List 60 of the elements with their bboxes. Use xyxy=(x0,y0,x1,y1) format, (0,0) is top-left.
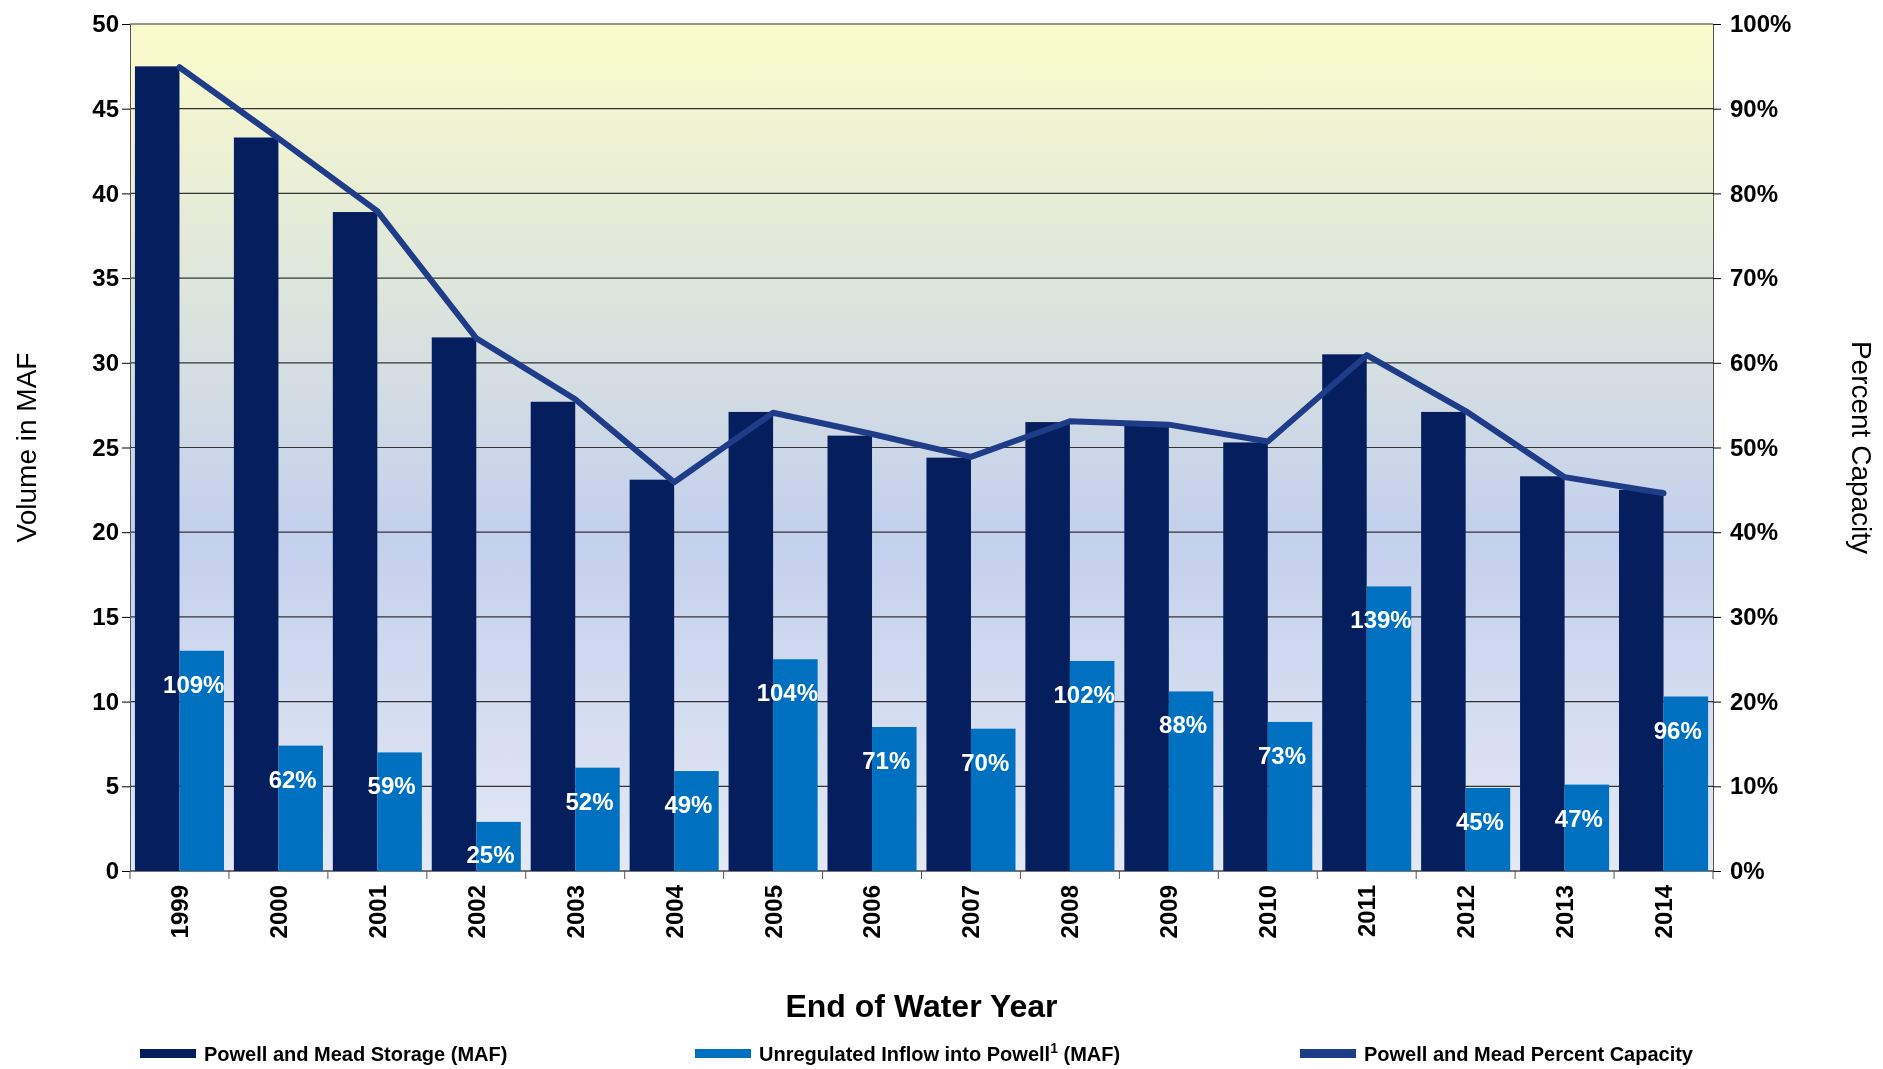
annotation: 96% xyxy=(1653,716,1702,744)
annotation: 25% xyxy=(466,841,515,868)
y2-tick-label: 50% xyxy=(1730,433,1779,461)
y2-tick-label: 40% xyxy=(1730,518,1779,546)
annotation: 104% xyxy=(756,679,819,707)
y-tick-label: 15 xyxy=(92,603,119,631)
annotation: 73% xyxy=(1258,741,1307,769)
y2-tick-label: 60% xyxy=(1730,348,1779,376)
y-tick-label: 50 xyxy=(92,10,119,38)
annotation: 102% xyxy=(1053,680,1115,708)
annotation: 139% xyxy=(1350,606,1412,634)
y2-tick-label: 0% xyxy=(1730,857,1765,885)
annotation: 45% xyxy=(1455,807,1504,835)
x-tick-label: 2011 xyxy=(1353,885,1381,938)
x-tick-label: 2000 xyxy=(264,885,292,939)
y2-tick-label: 70% xyxy=(1730,264,1779,292)
y-tick-label: 0 xyxy=(105,857,119,885)
x-tick-label: 2005 xyxy=(759,885,787,939)
x-tick-label: 2008 xyxy=(1056,885,1084,939)
x-tick-label: 2001 xyxy=(363,885,391,939)
x-tick-label: 2010 xyxy=(1254,885,1282,939)
y-tick-label: 10 xyxy=(92,687,119,715)
y2-tick-label: 20% xyxy=(1730,687,1779,715)
annotation: 109% xyxy=(163,670,225,698)
annotation: 49% xyxy=(664,791,713,819)
y-axis-title: Volume in MAF xyxy=(11,352,42,543)
y-tick-label: 40 xyxy=(92,179,119,207)
x-tick-label: 1999 xyxy=(165,885,193,939)
legend-label: Powell and Mead Storage (MAF) xyxy=(204,1043,508,1065)
annotation: 71% xyxy=(862,747,911,775)
annotation: 70% xyxy=(961,748,1010,776)
x-tick-label: 2003 xyxy=(561,885,589,939)
x-tick-label: 2002 xyxy=(462,885,490,939)
y2-tick-label: 90% xyxy=(1730,94,1779,122)
x-axis-title: End of Water Year xyxy=(785,988,1058,1024)
x-tick-label: 2012 xyxy=(1452,885,1480,939)
y-tick-label: 25 xyxy=(92,433,119,461)
y2-tick-label: 10% xyxy=(1730,772,1779,800)
x-tick-label: 2009 xyxy=(1155,885,1183,939)
y2-tick-label: 100% xyxy=(1730,10,1792,38)
x-tick-label: 2014 xyxy=(1649,884,1677,939)
y-tick-label: 30 xyxy=(92,348,119,376)
annotation: 62% xyxy=(268,765,317,793)
annotation: 52% xyxy=(565,787,614,815)
x-tick-label: 2007 xyxy=(957,885,985,939)
y-tick-label: 5 xyxy=(105,772,119,800)
annotation: 88% xyxy=(1159,711,1208,739)
x-tick-label: 2006 xyxy=(858,885,886,939)
annotation: 47% xyxy=(1554,804,1603,832)
y2-tick-label: 30% xyxy=(1730,603,1779,631)
x-tick-label: 2013 xyxy=(1550,885,1578,939)
y-tick-label: 35 xyxy=(92,264,119,292)
annotation: 59% xyxy=(367,772,416,800)
y2-tick-label: 80% xyxy=(1730,179,1779,207)
y2-axis-title: Percent Capacity xyxy=(1846,340,1877,555)
y-tick-label: 45 xyxy=(92,94,119,122)
legend-label: Unregulated Inflow into Powell$^{1}$ (MAF) xyxy=(759,1040,1121,1065)
y-tick-label: 20 xyxy=(92,518,119,546)
legend-label: Powell and Mead Percent Capacity xyxy=(1364,1043,1694,1065)
x-tick-label: 2004 xyxy=(660,884,688,939)
